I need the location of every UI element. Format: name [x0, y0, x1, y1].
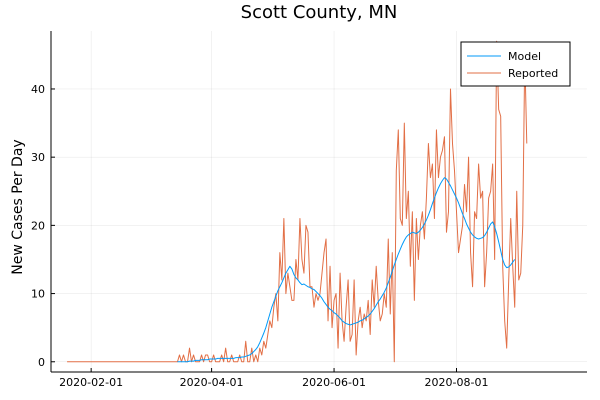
legend-box: [460, 41, 571, 87]
legend: Model Reported: [460, 41, 571, 87]
series-reported-line: [67, 40, 528, 363]
y-tick-label: 30: [31, 151, 45, 164]
y-tick-label: 10: [31, 288, 45, 301]
legend-label-model: Model: [508, 50, 541, 63]
x-tick-label: 2020-02-01: [59, 376, 123, 389]
plot-area: [67, 40, 528, 363]
series-model-line: [177, 177, 516, 363]
y-axis-label: New Cases Per Day: [10, 139, 26, 274]
x-tick-label: 2020-06-01: [302, 376, 366, 389]
y-tick-label: 0: [38, 356, 45, 369]
y-tick-label: 20: [31, 219, 45, 232]
chart-title: Scott County, MN: [241, 2, 398, 23]
grid: [51, 31, 587, 372]
legend-label-reported: Reported: [508, 67, 558, 80]
x-tick-label: 2020-08-01: [425, 376, 489, 389]
x-tick-label: 2020-04-01: [180, 376, 244, 389]
axes: 2020-02-01 2020-04-01 2020-06-01 2020-08-01…: [31, 31, 587, 389]
y-tick-label: 40: [31, 83, 45, 96]
